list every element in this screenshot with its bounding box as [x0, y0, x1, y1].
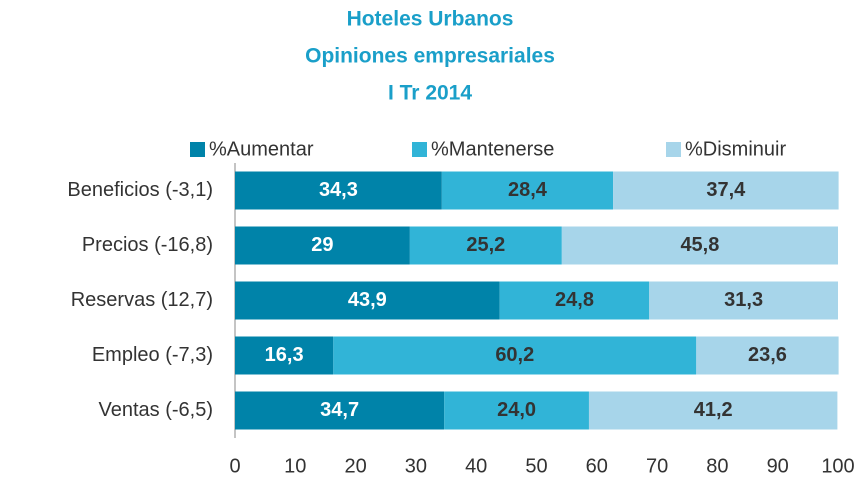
bar-segment	[696, 336, 839, 375]
bar-segment	[333, 336, 697, 375]
x-tick-label: 70	[646, 455, 668, 477]
legend-label: %Mantenerse	[431, 138, 554, 160]
legend-swatch	[412, 142, 427, 157]
y-tick-label: Ventas (-6,5)	[98, 399, 213, 421]
value-label: 16,3	[265, 344, 304, 366]
x-tick-label: 80	[706, 455, 728, 477]
y-tick-label: Reservas (12,7)	[71, 289, 213, 311]
bar-segment	[235, 226, 410, 265]
y-tick-label: Precios (-16,8)	[82, 234, 213, 256]
chart-title: Hoteles Urbanos	[347, 8, 514, 31]
value-label: 24,0	[497, 399, 536, 421]
value-label: 28,4	[508, 179, 548, 201]
bar-segment	[235, 336, 334, 375]
legend-label: %Aumentar	[209, 138, 314, 160]
value-label: 25,2	[466, 234, 505, 256]
x-tick-label: 90	[767, 455, 789, 477]
value-label: 41,2	[694, 399, 733, 421]
x-tick-label: 0	[229, 455, 240, 477]
x-tick-label: 100	[821, 455, 854, 477]
x-tick-label: 30	[405, 455, 427, 477]
bar-segment	[613, 171, 839, 210]
bar-segment	[444, 391, 589, 430]
bar-segment	[235, 171, 442, 210]
value-label: 34,3	[319, 179, 358, 201]
bar-segment	[561, 226, 838, 265]
x-tick-label: 50	[525, 455, 547, 477]
value-label: 23,6	[748, 344, 787, 366]
bar-segment	[235, 391, 445, 430]
legend-label: %Disminuir	[685, 138, 786, 160]
chart-title: Opiniones empresariales	[305, 45, 555, 68]
value-label: 37,4	[706, 179, 746, 201]
y-tick-label: Empleo (-7,3)	[92, 344, 213, 366]
legend-swatch	[190, 142, 205, 157]
value-label: 43,9	[348, 289, 387, 311]
y-tick-label: Beneficios (-3,1)	[67, 179, 213, 201]
bar-segment	[649, 281, 838, 320]
value-label: 45,8	[680, 234, 719, 256]
bar-segment	[588, 391, 838, 430]
value-label: 60,2	[495, 344, 534, 366]
x-tick-label: 40	[465, 455, 487, 477]
value-label: 29	[311, 234, 333, 256]
value-label: 24,8	[555, 289, 594, 311]
legend-swatch	[666, 142, 681, 157]
x-tick-label: 10	[284, 455, 306, 477]
x-tick-label: 20	[344, 455, 366, 477]
bar-segment	[235, 281, 500, 320]
bar-segment	[441, 171, 614, 210]
x-tick-label: 60	[586, 455, 608, 477]
value-label: 31,3	[724, 289, 763, 311]
value-label: 34,7	[320, 399, 359, 421]
bar-segment	[409, 226, 562, 265]
bar-segment	[499, 281, 650, 320]
chart-title: I Tr 2014	[388, 82, 472, 105]
